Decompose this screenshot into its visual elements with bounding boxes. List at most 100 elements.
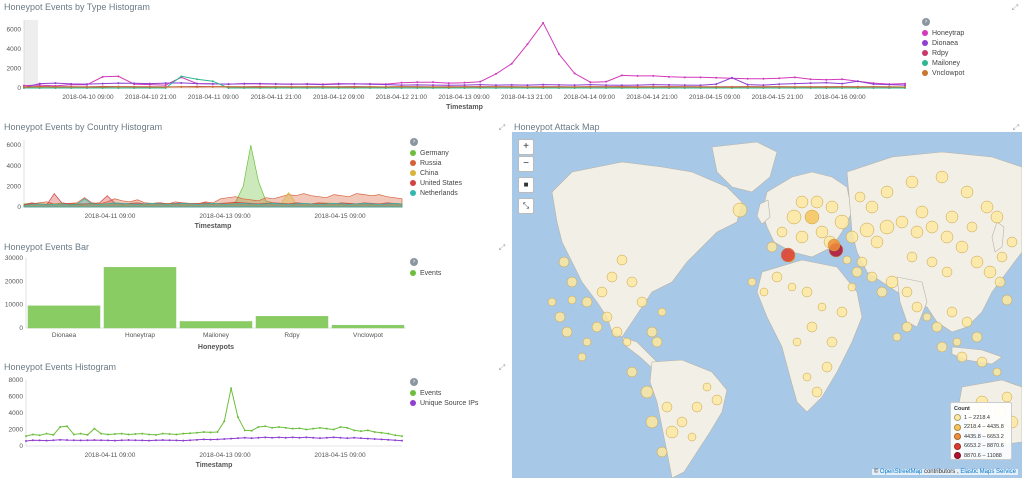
data-point: [337, 83, 340, 86]
data-point: [447, 84, 450, 87]
attack-bubble: [795, 195, 809, 209]
zoom-in-button[interactable]: +: [518, 139, 534, 155]
data-point: [182, 432, 185, 435]
legend-item[interactable]: Rdpy: [922, 48, 964, 58]
expand-icon[interactable]: ⤢: [498, 363, 506, 372]
legend-item[interactable]: Germany: [410, 148, 462, 158]
attack-bubble: [566, 276, 578, 288]
line-series-honeytrap: [23, 21, 906, 87]
data-point: [264, 425, 267, 428]
attack-bubble: [895, 215, 909, 229]
legend-toggle-icon[interactable]: ›: [410, 258, 418, 266]
attack-bubble: [1001, 391, 1013, 403]
attack-bubble: [567, 295, 577, 305]
data-point: [85, 86, 88, 89]
legend-item[interactable]: Netherlands: [410, 188, 462, 198]
legend-item[interactable]: United States: [410, 178, 462, 188]
legend-item[interactable]: Mailoney: [922, 58, 964, 68]
data-point: [25, 435, 27, 438]
y-tick-label: 4000: [9, 410, 24, 417]
data-point: [230, 437, 233, 440]
type-legend: › Honeytrap Dionaea Rdpy Mailoney Vnclowpot: [922, 18, 964, 78]
data-point: [400, 84, 403, 87]
data-point: [306, 83, 309, 86]
data-point: [463, 85, 466, 88]
expand-icon[interactable]: ⤢: [498, 123, 506, 132]
data-point: [620, 86, 623, 89]
data-point: [180, 85, 183, 88]
attack-bubble: [854, 191, 866, 203]
attack-bubble: [956, 351, 968, 363]
expand-icon[interactable]: ⤢: [498, 243, 506, 252]
data-point: [70, 82, 73, 85]
map-legend-swatch-icon: [954, 423, 961, 431]
legend-toggle-icon[interactable]: ›: [410, 138, 418, 146]
data-point: [809, 86, 812, 89]
data-point: [290, 86, 293, 89]
x-tick-label: 2018-04-13 21:00: [501, 94, 553, 101]
ems-link[interactable]: Elastic Maps Service: [960, 469, 1016, 475]
data-point: [113, 439, 116, 442]
data-point: [274, 85, 277, 88]
data-point: [494, 72, 497, 75]
data-point: [332, 428, 335, 431]
map-legend-label: 1 – 2218.4: [964, 414, 990, 421]
data-point: [54, 82, 57, 85]
expand-icon[interactable]: ⤢: [1012, 123, 1020, 132]
map-legend-title: Count: [954, 406, 970, 412]
data-point: [38, 85, 41, 88]
partial-bucket-shade: [24, 20, 38, 88]
legend-item[interactable]: Events: [410, 268, 441, 278]
data-point: [339, 436, 342, 439]
legend-item[interactable]: Russia: [410, 158, 462, 168]
data-point: [605, 80, 608, 83]
legend-toggle-icon[interactable]: ›: [922, 18, 930, 26]
legend-dot-icon: [410, 160, 416, 166]
indonesia-land: [951, 346, 1003, 365]
data-point: [463, 84, 466, 87]
data-point: [250, 429, 253, 432]
data-point: [793, 76, 796, 79]
attack-bubble: [810, 195, 824, 209]
axes: 6000 4000 2000 0 2018-04-10 09:00 2018-04-10 …: [7, 20, 905, 111]
data-point: [699, 84, 702, 87]
events-histogram-chart: 8000 6000 4000 2000 0 2018-04-11 09:00 2018-04…: [9, 377, 403, 469]
data-point: [86, 433, 89, 436]
legend-item[interactable]: Honeytrap: [922, 28, 964, 38]
legend-item[interactable]: Events: [410, 388, 478, 398]
legend-item[interactable]: Vnclowpot: [922, 68, 964, 78]
legend-item[interactable]: Unique Source IPs: [410, 398, 478, 408]
attack-bubble: [996, 251, 1008, 263]
data-point: [227, 85, 230, 88]
data-point: [31, 439, 34, 442]
legend-label: Germany: [420, 149, 449, 157]
data-point: [291, 427, 294, 430]
data-point: [447, 86, 450, 89]
data-point: [107, 439, 110, 442]
legend-toggle-icon[interactable]: ›: [410, 378, 418, 386]
data-point: [526, 43, 529, 46]
zoom-out-button[interactable]: −: [518, 156, 534, 172]
legend-dot-icon: [410, 390, 416, 396]
draw-rectangle-button[interactable]: ■: [518, 177, 534, 193]
data-point: [416, 85, 419, 88]
legend-item[interactable]: Dionaea: [922, 38, 964, 48]
expand-icon[interactable]: ⤢: [1011, 3, 1019, 12]
legend-item[interactable]: China: [410, 168, 462, 178]
attack-bubble: [876, 286, 888, 298]
attack-bubble: [601, 311, 613, 323]
data-point: [175, 433, 178, 436]
area-series-netherlands: [23, 198, 403, 208]
osm-link[interactable]: OpenStreetMap: [879, 469, 923, 475]
fit-bounds-button[interactable]: ⤡: [518, 198, 534, 214]
world-map[interactable]: © OpenStreetMap contributors , Elastic M…: [512, 132, 1022, 478]
map-canvas[interactable]: [512, 132, 1022, 478]
data-point: [888, 83, 891, 86]
x-axis-title: Timestamp: [195, 223, 232, 230]
x-tick-label: 2018-04-14 09:00: [564, 94, 616, 101]
data-point: [856, 86, 859, 89]
attack-bubble: [640, 385, 654, 399]
data-point: [271, 436, 274, 439]
data-point: [332, 436, 335, 439]
data-point: [605, 85, 608, 88]
